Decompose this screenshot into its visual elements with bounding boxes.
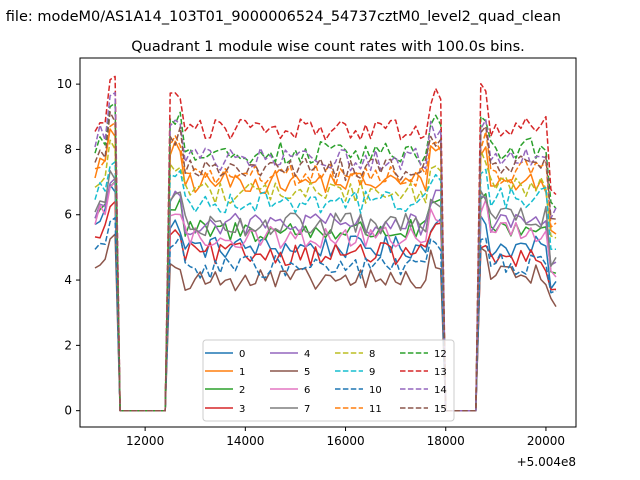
legend-label-0: 0: [239, 349, 245, 360]
series-line-10: [94, 216, 557, 412]
x-tick-label: 20000: [527, 434, 565, 448]
x-tick-label: 18000: [427, 434, 465, 448]
chart-title: Quadrant 1 module wise count rates with …: [131, 39, 525, 55]
x-tick-label: 14000: [226, 434, 264, 448]
x-tick-label: 16000: [326, 434, 364, 448]
legend-label-6: 6: [304, 385, 310, 396]
legend-label-12: 12: [434, 349, 447, 360]
series-line-15: [94, 111, 557, 412]
x-tick-label: 12000: [126, 434, 164, 448]
x-axis-offset-label: +5.004e8: [517, 455, 576, 469]
y-tick-label: 8: [64, 142, 72, 156]
legend-label-4: 4: [304, 349, 310, 360]
legend-label-15: 15: [434, 404, 447, 415]
legend-label-10: 10: [369, 385, 382, 396]
series-line-14: [94, 91, 557, 412]
legend-label-7: 7: [304, 404, 310, 415]
legend-label-8: 8: [369, 349, 375, 360]
y-tick-label: 6: [64, 208, 72, 222]
y-axis: 0 2 4 6 8 10: [57, 77, 80, 418]
legend-label-14: 14: [434, 385, 447, 396]
legend-label-1: 1: [239, 367, 245, 378]
figure-suptitle: n file: modeM0/AS1A14_103T01_9000006524_…: [0, 9, 561, 25]
legend-label-11: 11: [369, 404, 382, 415]
x-axis: 12000 14000 16000 18000 20000: [126, 427, 565, 448]
y-tick-label: 4: [64, 273, 72, 287]
y-tick-label: 2: [64, 338, 72, 352]
legend-label-13: 13: [434, 367, 447, 378]
legend-box: [202, 339, 455, 422]
legend-label-5: 5: [304, 367, 310, 378]
series-layer: [94, 75, 557, 412]
legend-label-3: 3: [239, 404, 245, 415]
legend-label-2: 2: [239, 385, 245, 396]
y-tick-label: 0: [64, 404, 72, 418]
axes-frame: [79, 57, 577, 428]
y-tick-label: 10: [57, 77, 72, 91]
legend-label-9: 9: [369, 367, 375, 378]
